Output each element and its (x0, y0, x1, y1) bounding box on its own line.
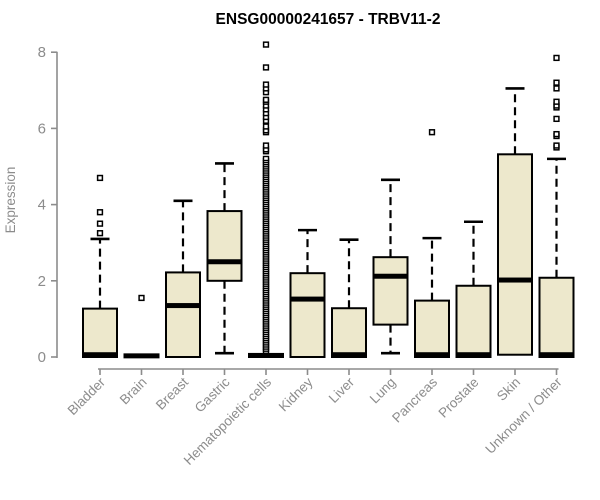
box-breast (165, 271, 201, 358)
box-pancreas (414, 299, 450, 358)
box-bladder (82, 307, 118, 359)
box-hematopoietic-cells-outlier-point (262, 123, 270, 130)
box-lung-median (372, 273, 409, 279)
box-liver (331, 307, 367, 358)
box-breast-median (165, 303, 201, 309)
box-bladder-median (82, 352, 118, 358)
box-hematopoietic-cells-median (248, 352, 284, 358)
box-kidney-median (289, 296, 326, 302)
box-unknown-other-outlier-point (553, 98, 560, 105)
box-liver-median (331, 352, 367, 358)
box-hematopoietic-cells-outlier-point (262, 142, 270, 149)
box-bladder-outlier-point (96, 230, 104, 237)
chart-title: ENSG00000241657 - TRBV11-2 (216, 11, 441, 28)
y-tick-label: 8 (38, 44, 46, 61)
box-unknown-other-outlier-point (553, 79, 560, 86)
box-gastric (206, 210, 243, 282)
box-prostate (455, 284, 492, 358)
box-gastric-median (206, 259, 243, 265)
box-unknown-other-outlier-point (553, 130, 560, 138)
box-skin (497, 153, 533, 356)
y-tick-label: 6 (38, 120, 46, 137)
y-tick-label: 0 (38, 349, 46, 366)
box-kidney (289, 272, 326, 358)
y-tick-label: 2 (38, 273, 46, 290)
box-unknown-other-outlier-point (553, 115, 560, 123)
box-bladder-outlier-point (96, 220, 104, 227)
box-lung (372, 256, 409, 326)
box-hematopoietic-cells-outlier-band-point (262, 155, 270, 162)
box-bladder-outlier-point (96, 174, 104, 182)
box-brain-outlier-point (138, 294, 145, 302)
y-tick-label: 4 (38, 197, 46, 214)
box-hematopoietic-cells-outlier-point (262, 81, 270, 88)
box-prostate-median (455, 352, 492, 358)
box-brain-median (123, 353, 160, 359)
box-hematopoietic-cells-outlier-point (262, 64, 270, 71)
box-pancreas-median (414, 352, 450, 358)
box-bladder-outlier-point (96, 209, 104, 216)
box-unknown-other (538, 276, 575, 359)
y-axis-title: Expression (3, 167, 18, 234)
box-hematopoietic-cells-outlier-point (262, 96, 270, 103)
box-skin-median (497, 277, 533, 283)
box-unknown-other-outlier-point (553, 142, 560, 149)
box-unknown-other-outlier-point (553, 85, 560, 92)
box-pancreas-outlier-point (428, 129, 436, 136)
box-hematopoietic-cells-outlier-point (262, 41, 270, 48)
box-unknown-other-median (538, 352, 575, 358)
box-unknown-other-outlier-point (553, 54, 560, 62)
